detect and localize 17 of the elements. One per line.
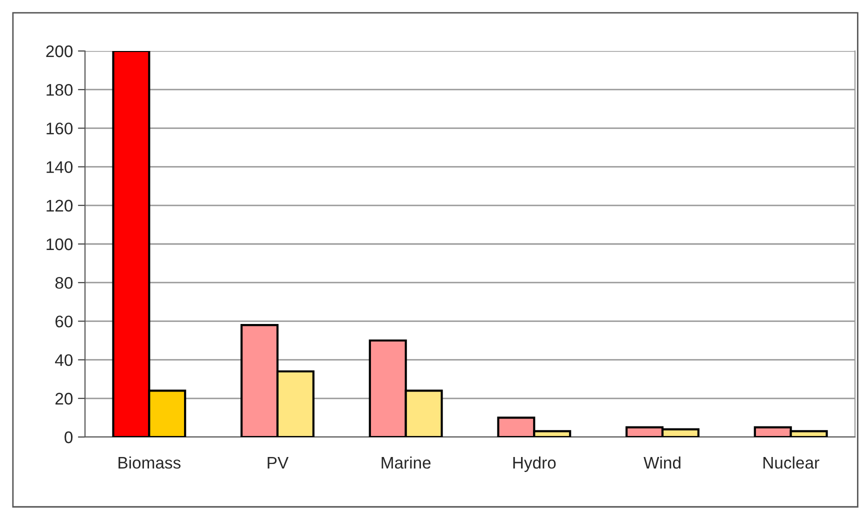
y-tick-label: 180 [46,84,73,96]
y-tick-label: 60 [56,316,73,328]
y-tick-label: 0 [64,431,73,444]
y-tick-label: 160 [46,122,73,134]
y-tick-label: 40 [55,354,73,366]
y-tick-label: 20 [55,392,73,405]
x-tick-label: Nuclear [763,456,820,469]
y-tick-label: 100 [46,238,73,250]
y-tick-label: 140 [46,161,73,174]
x-tick-label: Marine [382,456,431,469]
x-tick-label: Hydro [513,456,556,472]
x-tick-label: Biomass [118,456,181,469]
y-tick-label: 200 [46,45,73,58]
x-tick-label: PV [268,457,289,469]
y-tick-label: 120 [46,200,73,212]
y-tick-label: 80 [55,277,73,289]
x-tick-label: Wind [644,456,680,469]
